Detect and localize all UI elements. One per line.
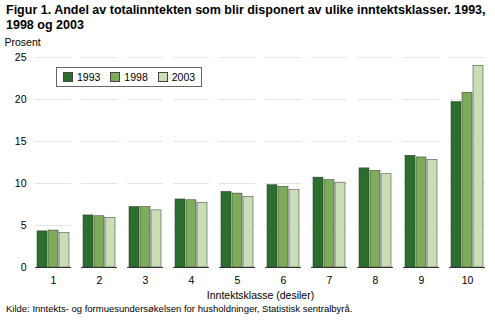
html-text:Figur 1. Andel av totalinntekt: Figur 1. Andel av totalinntekten som bli…: [6, 3, 486, 32]
svg-text:4: 4: [189, 274, 195, 286]
svg-text:10: 10: [15, 177, 27, 189]
svg-text:Prosent: Prosent: [5, 36, 41, 48]
html-text:1998: 1998: [124, 71, 148, 83]
svg-text:5: 5: [235, 274, 241, 286]
svg-text:15: 15: [15, 135, 27, 147]
svg-text:2: 2: [97, 274, 103, 286]
svg-text:10: 10: [462, 274, 474, 286]
html-text:Kilde: Inntekts- og formuesund: Kilde: Inntekts- og formuesundersøkelsen…: [6, 303, 353, 314]
svg-text:6: 6: [281, 274, 287, 286]
svg-text:8: 8: [373, 274, 379, 286]
svg-text:25: 25: [15, 51, 27, 63]
svg-text:20: 20: [15, 93, 27, 105]
svg-text:1: 1: [51, 274, 57, 286]
svg-text:Inntektsklasse (desiler): Inntektsklasse (desiler): [207, 289, 314, 301]
html-text:2003: 2003: [171, 71, 196, 83]
svg-text:0: 0: [21, 261, 27, 273]
html-text:1993: 1993: [77, 71, 101, 83]
svg-text:3: 3: [143, 274, 149, 286]
svg-text:9: 9: [419, 274, 425, 286]
svg-text:5: 5: [21, 219, 27, 231]
svg-text:7: 7: [327, 274, 333, 286]
